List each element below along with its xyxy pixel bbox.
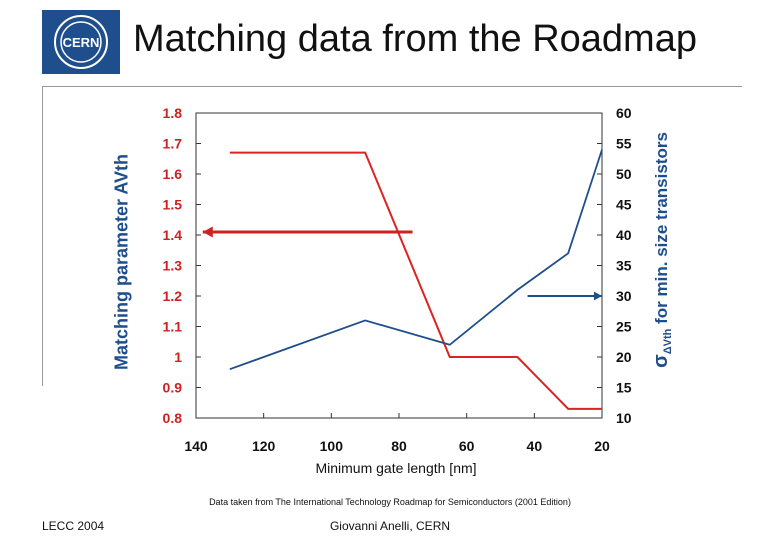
- right-tick-label: 15: [616, 380, 632, 396]
- x-tick-label: 100: [320, 438, 344, 454]
- left-tick-label: 1: [174, 349, 182, 365]
- series-line-1: [229, 151, 602, 410]
- left-axis-ticks: 1.8 1.7 1.6 1.5 1.4 1.3 1.2 1.1 1 0.9 0.8: [163, 105, 201, 426]
- source-note: Data taken from The International Techno…: [209, 497, 571, 507]
- x-tick-label: 120: [252, 438, 276, 454]
- x-tick-label: 60: [459, 438, 475, 454]
- left-tick-label: 1.7: [163, 136, 183, 152]
- left-tick-label: 1.6: [163, 166, 183, 182]
- right-tick-label: 20: [616, 349, 632, 365]
- x-axis-label: Minimum gate length [nm]: [315, 460, 477, 476]
- x-tick-label: 140: [184, 438, 208, 454]
- right-tick-label: 25: [616, 319, 632, 335]
- sigma-symbol: σ: [649, 354, 672, 368]
- left-tick-label: 1.3: [163, 258, 183, 274]
- right-tick-label: 40: [616, 227, 632, 243]
- right-tick-label: 30: [616, 288, 632, 304]
- series-layer: [229, 149, 603, 410]
- right-label-text: for min. size transistors: [651, 132, 671, 324]
- footer-left: LECC 2004: [42, 519, 105, 533]
- right-tick-label: 35: [616, 258, 632, 274]
- x-tick-label: 40: [527, 438, 543, 454]
- side-divider: [42, 86, 43, 386]
- plot-area: [195, 112, 603, 419]
- series-line-2: [229, 149, 603, 371]
- x-tick-label: 20: [594, 438, 610, 454]
- logo-text: CERN: [63, 35, 100, 50]
- y-axis-right-label: σΔVth for min. size transistors: [650, 132, 674, 368]
- cern-logo: CERN: [42, 10, 120, 74]
- arrowhead-1: [202, 226, 213, 238]
- left-tick-label: 1.4: [163, 227, 183, 243]
- title-divider: [42, 86, 742, 87]
- left-tick-label: 0.8: [163, 410, 183, 426]
- annotation-layer: [202, 226, 602, 301]
- left-tick-label: 0.9: [163, 380, 183, 396]
- arrowhead-2: [594, 291, 602, 301]
- right-tick-label: 10: [616, 410, 632, 426]
- right-tick-label: 50: [616, 166, 632, 182]
- right-tick-label: 55: [616, 136, 632, 152]
- slide-title: Matching data from the Roadmap: [133, 18, 697, 60]
- right-tick-label: 45: [616, 197, 632, 213]
- right-axis-ticks: 60 55 50 45 40 35 30 25 20 15 10: [597, 105, 632, 426]
- left-tick-label: 1.2: [163, 288, 183, 304]
- left-tick-label: 1.5: [163, 197, 183, 213]
- left-tick-label: 1.1: [163, 319, 183, 335]
- y-axis-left-label: Matching parameter AVth: [111, 153, 132, 371]
- left-tick-label: 1.8: [163, 105, 183, 121]
- footer-center: Giovanni Anelli, CERN: [329, 519, 451, 533]
- right-tick-label: 60: [616, 105, 632, 121]
- x-tick-label: 80: [391, 438, 407, 454]
- sigma-subscript: ΔVth: [662, 328, 675, 355]
- x-axis-ticks: 140 120 100 80 60 40 20: [184, 413, 610, 454]
